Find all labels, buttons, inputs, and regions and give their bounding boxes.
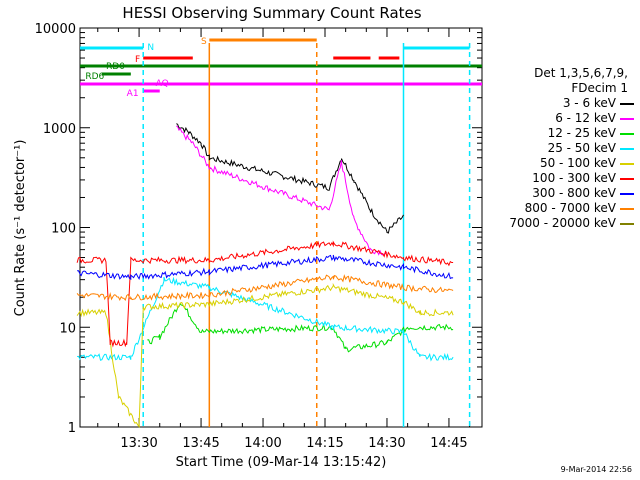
x-tick-label: 14:30 xyxy=(368,436,405,451)
series-line xyxy=(176,125,388,256)
legend-swatch xyxy=(620,132,634,135)
series-line xyxy=(76,274,454,302)
x-tick-label: 14:45 xyxy=(430,436,467,451)
timestamp-stamp: 9-Mar-2014 22:56 xyxy=(560,465,632,474)
legend-label: 7000 - 20000 keV xyxy=(509,216,616,230)
series-line xyxy=(76,240,454,348)
y-axis-ticks: 1 10 100 1000 10000 xyxy=(35,22,482,436)
x-axis-ticks: 13:30 13:45 14:00 14:15 14:30 14:45 xyxy=(97,28,471,451)
x-tick-label: 14:15 xyxy=(306,436,343,451)
legend-swatch xyxy=(620,207,634,210)
y-axis-label: Count Rate (s⁻¹ detector⁻¹) xyxy=(13,140,28,317)
series-line xyxy=(176,123,404,234)
legend: Det 1,3,5,6,7,9, FDecim 1 3 - 6 keV 6 - 1… xyxy=(478,66,638,231)
legend-swatch xyxy=(620,162,634,165)
legend-entry: 7000 - 20000 keV xyxy=(478,216,638,231)
legend-entry: 50 - 100 keV xyxy=(478,156,638,171)
y-tick-label: 10000 xyxy=(35,22,76,37)
flag-label-n: N xyxy=(147,43,154,53)
x-tick-label: 13:45 xyxy=(182,436,219,451)
legend-header-2: FDecim 1 xyxy=(571,81,628,95)
legend-label: 300 - 800 keV xyxy=(532,186,616,200)
chart-title: HESSI Observing Summary Count Rates xyxy=(122,4,421,22)
legend-swatch xyxy=(620,192,634,195)
y-tick-label: 1 xyxy=(68,421,76,436)
flag-label-aq: AQ xyxy=(156,79,169,89)
y-tick-label: 100 xyxy=(51,222,76,237)
flag-label-f: F xyxy=(135,55,140,65)
legend-entry: 300 - 800 keV xyxy=(478,186,638,201)
marker-lines xyxy=(142,43,471,427)
legend-swatch xyxy=(620,147,634,150)
legend-swatch xyxy=(620,102,634,105)
legend-swatch xyxy=(620,117,634,120)
series-line xyxy=(76,282,454,429)
legend-label: 100 - 300 keV xyxy=(532,171,616,185)
legend-entry: 800 - 7000 keV xyxy=(478,201,638,216)
legend-entry: 12 - 25 keV xyxy=(478,126,638,141)
y-tick-label: 1000 xyxy=(43,122,76,137)
y-tick-label: 10 xyxy=(59,321,76,336)
legend-header-1: Det 1,3,5,6,7,9, xyxy=(534,66,628,80)
legend-swatch xyxy=(620,177,634,180)
legend-label: 6 - 12 keV xyxy=(555,111,616,125)
flag-label-s: S xyxy=(201,37,207,47)
x-tick-label: 13:30 xyxy=(120,436,157,451)
legend-label: 3 - 6 keV xyxy=(562,96,616,110)
legend-entry: 25 - 50 keV xyxy=(478,141,638,156)
series-line xyxy=(77,276,454,362)
series-group xyxy=(76,123,454,429)
legend-entry: 100 - 300 keV xyxy=(478,171,638,186)
flag-label-a1: A1 xyxy=(127,89,139,99)
series-line xyxy=(77,254,454,281)
legend-label: 800 - 7000 keV xyxy=(524,201,616,215)
legend-label: 25 - 50 keV xyxy=(547,141,616,155)
plot-frame xyxy=(79,27,483,428)
legend-entry: 6 - 12 keV xyxy=(478,111,638,126)
legend-swatch xyxy=(620,222,634,225)
series-line xyxy=(147,302,454,353)
legend-entry: 3 - 6 keV xyxy=(478,96,638,111)
flag-label-rd6: RD6 xyxy=(85,72,104,82)
flag-label-rd0: RD0 xyxy=(106,62,125,72)
legend-label: 12 - 25 keV xyxy=(547,126,616,140)
x-tick-label: 14:00 xyxy=(244,436,281,451)
x-axis-label: Start Time (09-Mar-14 13:15:42) xyxy=(176,455,387,470)
legend-label: 50 - 100 keV xyxy=(539,156,616,170)
